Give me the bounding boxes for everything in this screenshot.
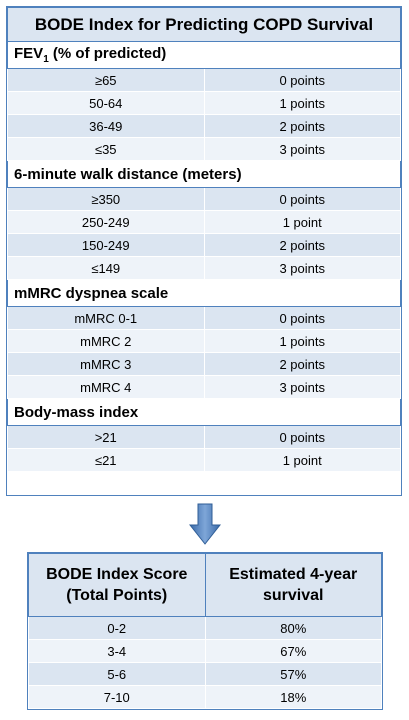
survival-cell: 80% [204, 616, 382, 640]
points-cell: 1 point [203, 448, 401, 472]
bode-points-table: BODE Index for Predicting COPD Survival F… [7, 7, 401, 472]
table-row: ≤21 1 point [7, 448, 401, 472]
section-label-main: mMRC dyspnea scale [14, 284, 169, 302]
points-cell: 3 points [203, 256, 401, 280]
header-survival: Estimated 4-year survival [204, 553, 382, 617]
score-cell: 7-10 [28, 685, 206, 709]
points-cell: 0 points [203, 68, 401, 92]
range-cell: 150-249 [7, 233, 205, 257]
survival-cell: 57% [204, 662, 382, 686]
points-cell: 1 points [203, 329, 401, 353]
range-cell: mMRC 0-1 [7, 306, 205, 330]
table-row: 7-10 18% [28, 685, 382, 709]
points-cell: 0 points [203, 306, 401, 330]
points-cell: 0 points [203, 425, 401, 449]
points-cell: 1 points [203, 91, 401, 115]
range-cell: >21 [7, 425, 205, 449]
points-cell: 2 points [203, 233, 401, 257]
range-cell: 250-249 [7, 210, 205, 234]
section-label: 6-minute walk distance (meters) [7, 160, 401, 188]
table-row: 50-64 1 points [7, 91, 401, 115]
range-cell: 50-64 [7, 91, 205, 115]
range-cell: ≥65 [7, 68, 205, 92]
section-label-sub: 1 [43, 54, 49, 65]
table-row: mMRC 0-1 0 points [7, 306, 401, 330]
section-header: FEV1 (% of predicted) [7, 41, 401, 69]
table-row: >21 0 points [7, 425, 401, 449]
table-row: ≤149 3 points [7, 256, 401, 280]
points-cell: 2 points [203, 352, 401, 376]
table-row: 0-2 80% [28, 616, 382, 640]
score-cell: 0-2 [28, 616, 206, 640]
table-row: 5-6 57% [28, 662, 382, 686]
section-header: mMRC dyspnea scale [7, 279, 401, 307]
table-row: 36-49 2 points [7, 114, 401, 138]
table-row: 150-249 2 points [7, 233, 401, 257]
range-cell: mMRC 2 [7, 329, 205, 353]
range-cell: 36-49 [7, 114, 205, 138]
points-cell: 3 points [203, 375, 401, 399]
section-label-rest: (% of predicted) [48, 45, 167, 62]
section-label-main: Body-mass index [14, 403, 139, 421]
points-cell: 3 points [203, 137, 401, 161]
score-cell: 5-6 [28, 662, 206, 686]
range-cell: ≤21 [7, 448, 205, 472]
section-label-main: 6-minute walk distance (meters) [14, 165, 242, 183]
score-cell: 3-4 [28, 639, 206, 663]
section-label: Body-mass index [7, 398, 401, 426]
table-row: ≥350 0 points [7, 187, 401, 211]
range-cell: ≤35 [7, 137, 205, 161]
survival-cell: 67% [204, 639, 382, 663]
section-label-main: FEV [14, 45, 44, 62]
points-cell: 2 points [203, 114, 401, 138]
table-row: ≥65 0 points [7, 68, 401, 92]
range-cell: ≥350 [7, 187, 205, 211]
header-score: BODE Index Score (Total Points) [28, 553, 206, 617]
title-row: BODE Index for Predicting COPD Survival [7, 7, 401, 42]
range-cell: mMRC 3 [7, 352, 205, 376]
down-arrow-icon [188, 503, 222, 545]
survival-table: BODE Index Score (Total Points) Estimate… [28, 553, 382, 709]
points-cell: 1 point [203, 210, 401, 234]
table-row: 3-4 67% [28, 639, 382, 663]
section-label: mMRC dyspnea scale [7, 279, 401, 307]
survival-cell: 18% [204, 685, 382, 709]
table-row: ≤35 3 points [7, 137, 401, 161]
table-row: 250-249 1 point [7, 210, 401, 234]
range-cell: mMRC 4 [7, 375, 205, 399]
range-cell: ≤149 [7, 256, 205, 280]
section-header: 6-minute walk distance (meters) [7, 160, 401, 188]
table-title: BODE Index for Predicting COPD Survival [7, 7, 401, 42]
section-label: FEV1 (% of predicted) [7, 41, 401, 69]
points-cell: 0 points [203, 187, 401, 211]
section-header: Body-mass index [7, 398, 401, 426]
survival-table-header: BODE Index Score (Total Points) Estimate… [28, 553, 382, 617]
